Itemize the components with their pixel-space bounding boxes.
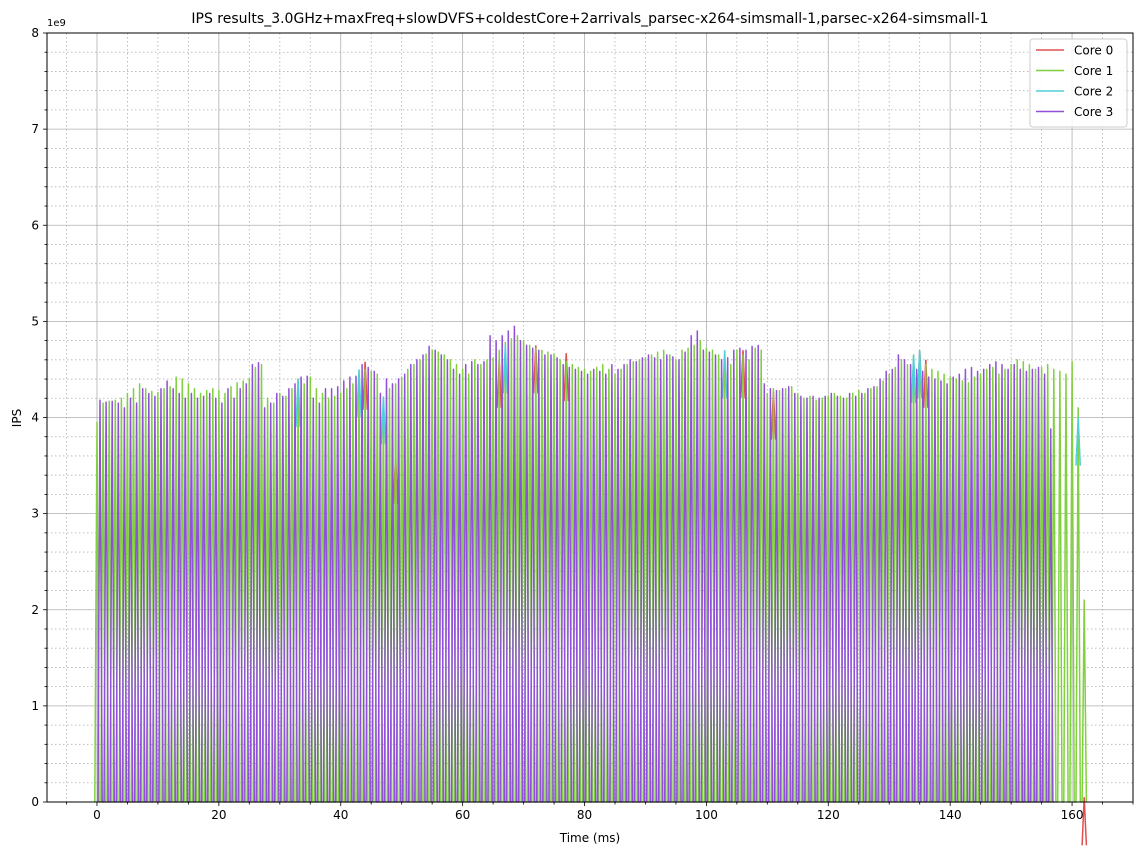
legend-label: Core 2: [1074, 85, 1113, 99]
x-tick-label: 80: [577, 808, 592, 822]
series-peak: [1075, 417, 1082, 466]
series-peak: [295, 378, 301, 428]
x-tick-label: 60: [455, 808, 470, 822]
series-peak: [502, 345, 509, 394]
legend-label: Core 3: [1074, 105, 1113, 119]
y-tick-label: 2: [31, 603, 39, 617]
series-peak: [362, 361, 369, 410]
y-tick-label: 8: [31, 26, 39, 40]
series-peak: [721, 350, 728, 399]
x-tick-label: 40: [333, 808, 348, 822]
axis-ticks: 0 20 40 60 80 100 120 140 160 0 1 2 3 4 5 6 7 8: [31, 26, 1134, 822]
x-tick-label: 140: [939, 808, 962, 822]
y-tick-label: 1: [31, 699, 39, 713]
series-peak: [356, 369, 362, 418]
y-tick-label: 3: [31, 507, 39, 521]
series-core-2: [295, 345, 1082, 466]
series-peak: [740, 350, 746, 399]
y-tick-label: 4: [31, 411, 39, 425]
y-tick-label: 6: [31, 218, 39, 232]
series-peak: [532, 345, 539, 394]
legend-label: Core 0: [1074, 44, 1113, 58]
legend: Core 0 Core 1 Core 2 Core 3: [1029, 38, 1128, 128]
y-tick-label: 7: [31, 122, 39, 136]
legend-label: Core 1: [1074, 64, 1113, 78]
series-peak: [380, 396, 387, 445]
x-tick-label: 160: [1061, 808, 1084, 822]
x-tick-label: 0: [93, 808, 101, 822]
x-tick-label: 120: [817, 808, 840, 822]
series-peak: [563, 353, 570, 402]
series-peak: [1081, 797, 1088, 846]
series-peak: [916, 350, 923, 399]
y-axis-label: IPS: [10, 409, 24, 427]
x-axis-label: Time (ms): [559, 831, 621, 845]
chart-title: IPS results_3.0GHz+maxFreq+slowDVFS+cold…: [191, 11, 988, 27]
series-peak: [910, 354, 917, 404]
y-offset-label: 1e9: [47, 18, 66, 29]
legend-box: [1029, 38, 1128, 128]
y-tick-label: 5: [31, 314, 39, 328]
x-tick-label: 100: [695, 808, 718, 822]
y-tick-label: 0: [31, 795, 39, 809]
series-peak: [922, 359, 929, 408]
x-tick-label: 20: [211, 808, 226, 822]
